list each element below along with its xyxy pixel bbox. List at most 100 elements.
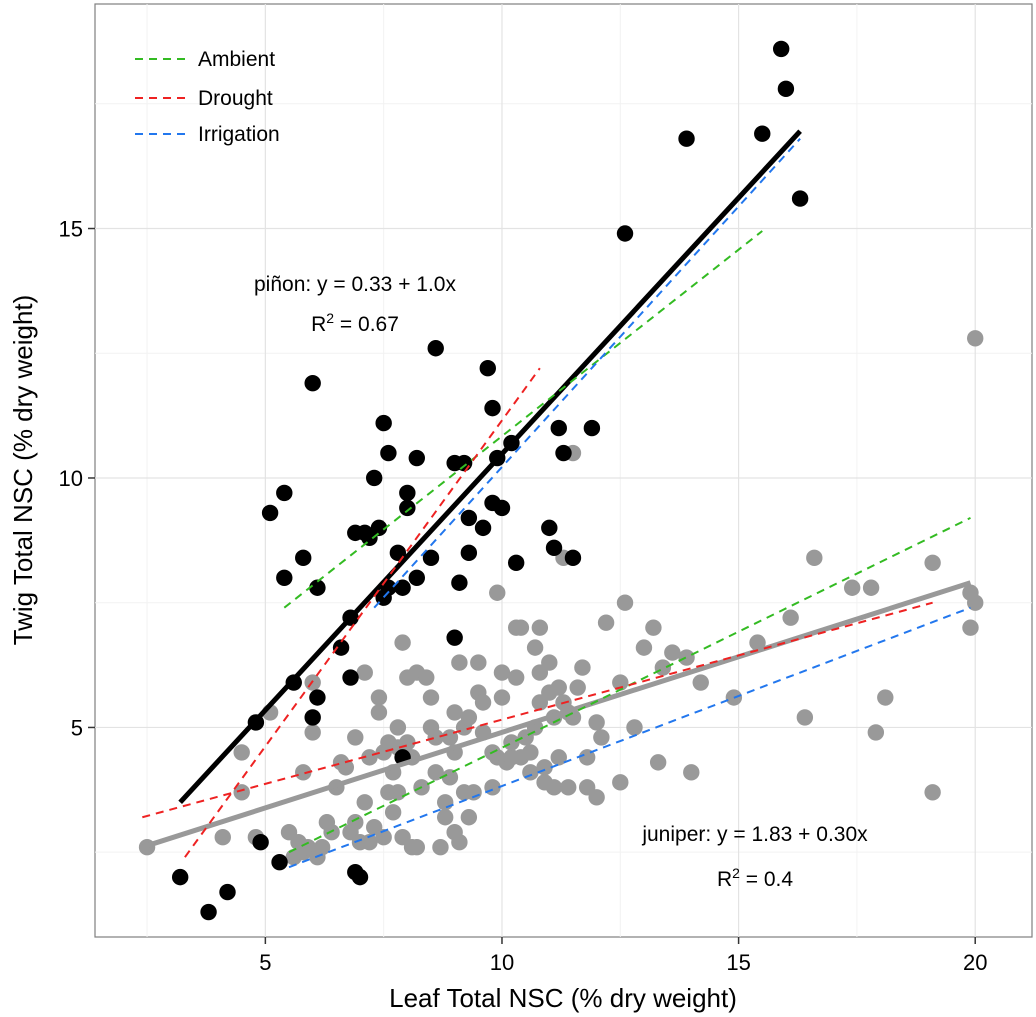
legend: Ambient Drought Irrigation: [135, 48, 280, 146]
pinon-point: [583, 419, 601, 437]
legend-item-irrigation[interactable]: Irrigation: [135, 123, 280, 146]
pinon-point: [171, 868, 189, 886]
juniper-point: [654, 659, 672, 676]
juniper-point: [645, 619, 662, 636]
fit-lines: [141, 129, 972, 869]
pinon-point: [550, 419, 567, 437]
pinon-r2-value: = 0.67: [334, 313, 399, 336]
pinon-point: [375, 414, 392, 432]
juniper-equation-text: juniper: y = 1.83 + 0.30x: [641, 823, 868, 846]
pinon-point: [555, 444, 572, 462]
pinon-equation-text: piñon: y = 0.33 + 1.0x: [254, 273, 456, 296]
juniper-point: [361, 834, 378, 851]
juniper-point: [550, 749, 567, 766]
juniper-point: [493, 664, 511, 681]
juniper-point: [588, 789, 605, 806]
pinon-point: [427, 340, 444, 357]
pinon-point: [342, 669, 359, 686]
x-tick-label: 20: [963, 950, 987, 975]
pinon-point: [616, 225, 634, 242]
juniper-point: [541, 654, 558, 671]
juniper-point: [484, 779, 501, 796]
pinon-point: [219, 883, 236, 901]
juniper-point: [503, 734, 520, 751]
juniper-point: [474, 694, 492, 711]
juniper-overall-fit-line: [141, 580, 972, 850]
pinon-point: [304, 709, 321, 726]
juniper-point: [347, 729, 364, 746]
juniper-point: [569, 679, 586, 696]
pinon-point: [271, 853, 288, 871]
pinon-point: [460, 509, 478, 527]
axes: 5 10 15 20 5 10 15: [59, 217, 988, 975]
pinon-point: [754, 125, 771, 142]
juniper-point: [616, 594, 634, 611]
pinon-point: [507, 554, 525, 572]
juniper-point: [493, 689, 511, 706]
juniper-point: [522, 744, 539, 761]
juniper-point: [384, 804, 402, 821]
juniper-point: [356, 664, 373, 681]
pinon-r2-superscript: 2: [326, 310, 334, 326]
pinon-point: [493, 499, 511, 517]
pinon-point: [545, 539, 563, 557]
x-tick-label: 10: [490, 950, 514, 975]
pinon-point: [380, 444, 397, 462]
juniper-point: [422, 689, 440, 706]
legend-label-irrigation: Irrigation: [198, 123, 280, 146]
juniper-point: [507, 669, 525, 686]
juniper-point: [924, 554, 941, 572]
juniper-point: [612, 774, 629, 791]
juniper-r2-value: = 0.4: [740, 868, 793, 891]
pinon-point: [295, 549, 312, 567]
pinon-r2-letter: R: [311, 313, 326, 336]
juniper-point: [649, 754, 667, 771]
pinon-point: [484, 399, 501, 417]
juniper-point: [683, 764, 700, 781]
juniper-point: [418, 669, 435, 686]
juniper-point: [526, 639, 544, 656]
juniper-point: [370, 704, 388, 721]
legend-label-ambient: Ambient: [198, 48, 275, 71]
pinon-point: [200, 903, 217, 921]
pinon-point: [772, 40, 790, 58]
pinon-point: [252, 834, 269, 851]
pinon-ambient-fit-line: [283, 230, 763, 609]
juniper-point: [337, 759, 355, 776]
pinon-point: [261, 504, 279, 522]
juniper-point: [626, 719, 643, 736]
juniper-point: [313, 838, 331, 856]
pinon-point: [777, 80, 795, 98]
juniper-irrigation-fit-line: [288, 606, 971, 869]
legend-item-ambient[interactable]: Ambient: [135, 48, 275, 71]
juniper-point: [967, 594, 984, 611]
pinon-point: [479, 360, 496, 377]
juniper-point: [593, 729, 610, 746]
juniper-point: [597, 614, 615, 631]
y-axis-title: Twig Total NSC (% dry weight): [8, 295, 38, 646]
y-tick-label: 10: [59, 466, 83, 491]
juniper-point: [375, 829, 392, 846]
pinon-point: [394, 579, 411, 596]
juniper-point: [399, 734, 416, 751]
x-tick-label: 15: [726, 950, 750, 975]
legend-item-drought[interactable]: Drought: [135, 87, 273, 110]
juniper-point: [233, 744, 250, 761]
pinon-point: [460, 544, 478, 562]
pinon-overall-fit-line: [178, 129, 802, 804]
juniper-point: [843, 579, 861, 596]
pinon-point: [276, 484, 293, 502]
juniper-point: [588, 714, 605, 731]
pinon-point: [446, 629, 463, 646]
juniper-point: [389, 784, 407, 801]
pinon-point: [370, 519, 388, 537]
juniper-point: [441, 769, 459, 786]
juniper-point: [877, 689, 894, 706]
juniper-point: [427, 729, 444, 746]
pinon-irrigation-fit-line: [373, 138, 801, 609]
juniper-r2-letter: R: [717, 868, 732, 891]
juniper-point: [214, 829, 231, 846]
juniper-point: [470, 654, 487, 671]
pinon-point: [366, 469, 383, 487]
juniper-point: [408, 838, 425, 856]
